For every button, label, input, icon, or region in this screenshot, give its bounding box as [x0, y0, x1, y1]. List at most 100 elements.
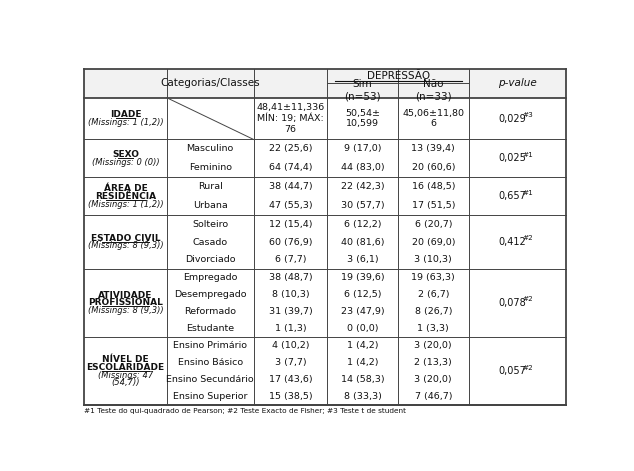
Text: ESTADO CIVIL: ESTADO CIVIL: [91, 234, 160, 243]
Text: 38 (48,7): 38 (48,7): [269, 273, 313, 282]
Text: 6 (12,2): 6 (12,2): [344, 220, 381, 229]
Text: 3 (7,7): 3 (7,7): [275, 358, 306, 367]
Text: 3 (20,0): 3 (20,0): [415, 341, 452, 350]
Text: (Missings: 8 (9,3)): (Missings: 8 (9,3)): [87, 306, 163, 315]
Text: Ensino Secundário: Ensino Secundário: [166, 375, 254, 384]
Bar: [84, 215, 566, 268]
Text: Divorciado: Divorciado: [185, 255, 235, 264]
Text: 50,54±
10,599: 50,54± 10,599: [345, 109, 380, 128]
Text: p-value: p-value: [498, 79, 536, 89]
Text: 9 (17,0): 9 (17,0): [344, 145, 381, 154]
Text: 16 (48,5): 16 (48,5): [411, 182, 455, 192]
Text: 0,657: 0,657: [498, 192, 526, 202]
Text: ATIVIDADE: ATIVIDADE: [98, 291, 153, 300]
Bar: [84, 97, 566, 139]
Text: 0,025: 0,025: [498, 154, 526, 163]
Text: 14 (58,3): 14 (58,3): [340, 375, 384, 384]
Text: #2: #2: [522, 365, 533, 371]
Text: 4 (10,2): 4 (10,2): [272, 341, 309, 350]
Text: 6 (12,5): 6 (12,5): [344, 290, 381, 299]
Text: 64 (74,4): 64 (74,4): [269, 163, 313, 172]
Text: 0,078: 0,078: [498, 298, 526, 308]
Text: 8 (26,7): 8 (26,7): [415, 307, 452, 316]
Text: 47 (55,3): 47 (55,3): [269, 202, 313, 211]
Text: (54,7)): (54,7)): [111, 378, 139, 387]
Text: 48,41±11,336
MÍN: 19; MÁX:
76: 48,41±11,336 MÍN: 19; MÁX: 76: [256, 104, 325, 134]
Text: 22 (25,6): 22 (25,6): [269, 145, 313, 154]
Text: Ensino Superior: Ensino Superior: [173, 392, 247, 401]
Bar: [84, 139, 566, 178]
Text: 38 (44,7): 38 (44,7): [269, 182, 313, 192]
Text: DEPRESSÃO: DEPRESSÃO: [366, 71, 430, 81]
Text: 30 (57,7): 30 (57,7): [340, 202, 384, 211]
Text: 1 (4,2): 1 (4,2): [347, 358, 378, 367]
Text: 44 (83,0): 44 (83,0): [340, 163, 384, 172]
Text: SEXO: SEXO: [112, 150, 139, 159]
Text: 60 (76,9): 60 (76,9): [269, 237, 313, 246]
Text: (Missings: 1 (1,2)): (Missings: 1 (1,2)): [87, 118, 163, 127]
Text: 0,412: 0,412: [498, 237, 526, 247]
Text: 1 (1,3): 1 (1,3): [275, 324, 306, 333]
Text: Reformado: Reformado: [184, 307, 236, 316]
Text: #1 Teste do qui-quadrado de Pearson; #2 Teste Exacto de Fisher; #3 Teste t de st: #1 Teste do qui-quadrado de Pearson; #2 …: [84, 407, 406, 414]
Text: ESCOLARIDADE: ESCOLARIDADE: [86, 363, 164, 372]
Bar: [84, 337, 566, 406]
Text: 3 (10,3): 3 (10,3): [415, 255, 452, 264]
Text: (Missings: 1 (1,2)): (Missings: 1 (1,2)): [87, 200, 163, 209]
Text: Ensino Primário: Ensino Primário: [173, 341, 247, 350]
Text: 2 (13,3): 2 (13,3): [415, 358, 452, 367]
Text: 8 (10,3): 8 (10,3): [272, 290, 309, 299]
Text: Solteiro: Solteiro: [192, 220, 228, 229]
Bar: [84, 268, 566, 337]
Text: 45,06±11,80
6: 45,06±11,80 6: [402, 109, 464, 128]
Text: #2: #2: [522, 296, 533, 302]
Text: Casado: Casado: [193, 237, 228, 246]
Text: (Missings: 0 (0)): (Missings: 0 (0)): [92, 158, 159, 167]
Text: 3 (6,1): 3 (6,1): [347, 255, 378, 264]
Text: PROFISSIONAL: PROFISSIONAL: [88, 298, 163, 308]
Text: 40 (81,6): 40 (81,6): [340, 237, 384, 246]
Text: 22 (42,3): 22 (42,3): [340, 182, 384, 192]
Text: Sim
(n=53): Sim (n=53): [344, 80, 381, 101]
Text: 1 (4,2): 1 (4,2): [347, 341, 378, 350]
Text: Urbana: Urbana: [193, 202, 228, 211]
Text: Ensino Básico: Ensino Básico: [178, 358, 243, 367]
Text: 13 (39,4): 13 (39,4): [411, 145, 455, 154]
Text: (Missings: 47: (Missings: 47: [98, 371, 153, 380]
Text: Desempregado: Desempregado: [174, 290, 247, 299]
Text: 8 (33,3): 8 (33,3): [344, 392, 382, 401]
Text: ÁREA DE: ÁREA DE: [103, 184, 147, 194]
Text: 20 (69,0): 20 (69,0): [411, 237, 455, 246]
Text: Feminino: Feminino: [189, 163, 231, 172]
Text: 6 (20,7): 6 (20,7): [415, 220, 452, 229]
Text: 15 (38,5): 15 (38,5): [269, 392, 313, 401]
Text: RESIDÊNCIA: RESIDÊNCIA: [95, 192, 156, 201]
Text: #1: #1: [522, 190, 533, 196]
Text: 19 (63,3): 19 (63,3): [411, 273, 455, 282]
Text: #3: #3: [522, 112, 533, 118]
Text: 0 (0,0): 0 (0,0): [347, 324, 378, 333]
Text: 0,057: 0,057: [498, 366, 526, 376]
Text: 17 (51,5): 17 (51,5): [411, 202, 455, 211]
Bar: [84, 69, 566, 97]
Text: #2: #2: [522, 236, 533, 242]
Text: 31 (39,7): 31 (39,7): [269, 307, 313, 316]
Text: 20 (60,6): 20 (60,6): [411, 163, 455, 172]
Text: Estudante: Estudante: [186, 324, 234, 333]
Text: 23 (47,9): 23 (47,9): [340, 307, 384, 316]
Text: #1: #1: [522, 152, 533, 158]
Text: Não
(n=33): Não (n=33): [415, 80, 451, 101]
Text: Categorias/Classes: Categorias/Classes: [160, 79, 260, 89]
Text: 19 (39,6): 19 (39,6): [340, 273, 384, 282]
Text: 17 (43,6): 17 (43,6): [269, 375, 313, 384]
Text: 1 (3,3): 1 (3,3): [417, 324, 449, 333]
Text: Masculino: Masculino: [186, 145, 234, 154]
Text: (Missings: 8 (9,3)): (Missings: 8 (9,3)): [87, 241, 163, 251]
Text: 6 (7,7): 6 (7,7): [275, 255, 306, 264]
Text: 7 (46,7): 7 (46,7): [415, 392, 452, 401]
Bar: [84, 178, 566, 215]
Text: Rural: Rural: [198, 182, 223, 192]
Text: 0,029: 0,029: [498, 114, 526, 123]
Text: 2 (6,7): 2 (6,7): [418, 290, 449, 299]
Text: NÍVEL DE: NÍVEL DE: [102, 355, 149, 364]
